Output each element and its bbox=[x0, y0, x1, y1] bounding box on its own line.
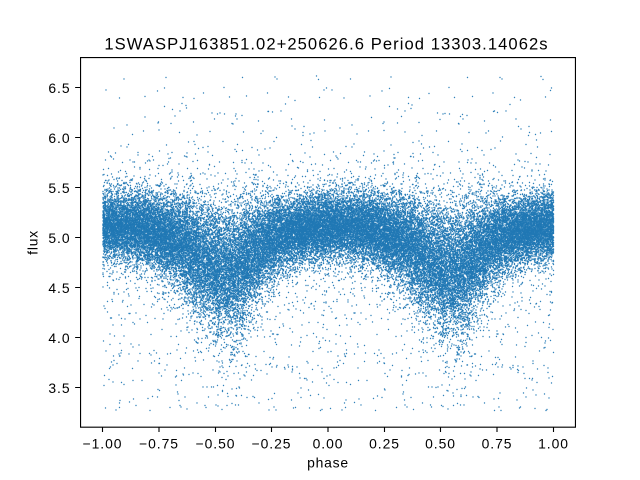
svg-text:4.0: 4.0 bbox=[48, 330, 70, 346]
svg-text:3.5: 3.5 bbox=[48, 380, 70, 396]
svg-text:−0.25: −0.25 bbox=[252, 436, 292, 452]
svg-text:4.5: 4.5 bbox=[48, 280, 70, 296]
svg-text:6.5: 6.5 bbox=[48, 80, 70, 96]
svg-text:−1.00: −1.00 bbox=[83, 436, 123, 452]
svg-text:−0.75: −0.75 bbox=[139, 436, 179, 452]
svg-text:6.0: 6.0 bbox=[48, 130, 70, 146]
svg-text:0.75: 0.75 bbox=[482, 436, 513, 452]
svg-text:1.00: 1.00 bbox=[538, 436, 569, 452]
svg-text:phase: phase bbox=[307, 455, 349, 471]
svg-text:0.50: 0.50 bbox=[425, 436, 456, 452]
svg-text:1SWASPJ163851.02+250626.6 Peri: 1SWASPJ163851.02+250626.6 Period 13303.1… bbox=[104, 34, 548, 53]
svg-text:5.0: 5.0 bbox=[48, 230, 70, 246]
svg-text:0.25: 0.25 bbox=[369, 436, 400, 452]
svg-text:5.5: 5.5 bbox=[48, 180, 70, 196]
svg-text:−0.50: −0.50 bbox=[196, 436, 236, 452]
svg-text:flux: flux bbox=[25, 230, 41, 255]
svg-text:0.00: 0.00 bbox=[313, 436, 344, 452]
